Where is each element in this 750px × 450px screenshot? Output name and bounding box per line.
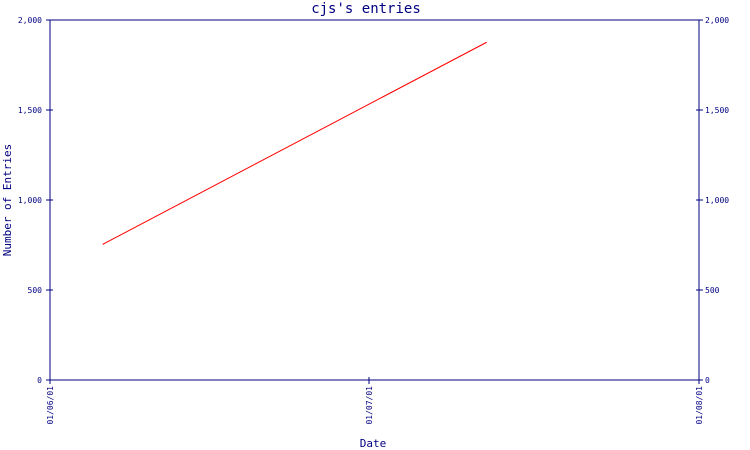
- x-axis-label: Date: [360, 437, 387, 450]
- y-tick-label-right: 500: [705, 286, 720, 295]
- y-tick-label-left: 1,000: [18, 196, 42, 205]
- x-tick-label: 01/07/01: [365, 386, 374, 425]
- data-point: [102, 243, 104, 245]
- y-tick-label-left: 500: [28, 286, 43, 295]
- y-tick-label-right: 1,000: [705, 196, 729, 205]
- y-tick-label-right: 2,000: [705, 16, 729, 25]
- series-line: [102, 42, 487, 245]
- x-tick-label: 01/08/01: [695, 386, 704, 425]
- y-tick-label-left: 1,500: [18, 106, 42, 115]
- x-tick-label: 01/06/01: [46, 386, 55, 425]
- data-point: [485, 41, 487, 44]
- chart-title: cjs's entries: [311, 1, 421, 17]
- y-tick-label-right: 1,500: [705, 106, 729, 115]
- y-tick-label-left: 2,000: [18, 16, 42, 25]
- y-axis-label: Number of Entries: [1, 144, 14, 257]
- y-tick-label-right: 0: [705, 376, 710, 385]
- plot-frame: [49, 19, 700, 381]
- series-layer: [102, 41, 487, 245]
- axes: 0 0 500 500 1,000 1,000 1,500 1,500 2,000 2,000 01…: [18, 16, 729, 425]
- y-tick-label-left: 0: [37, 376, 42, 385]
